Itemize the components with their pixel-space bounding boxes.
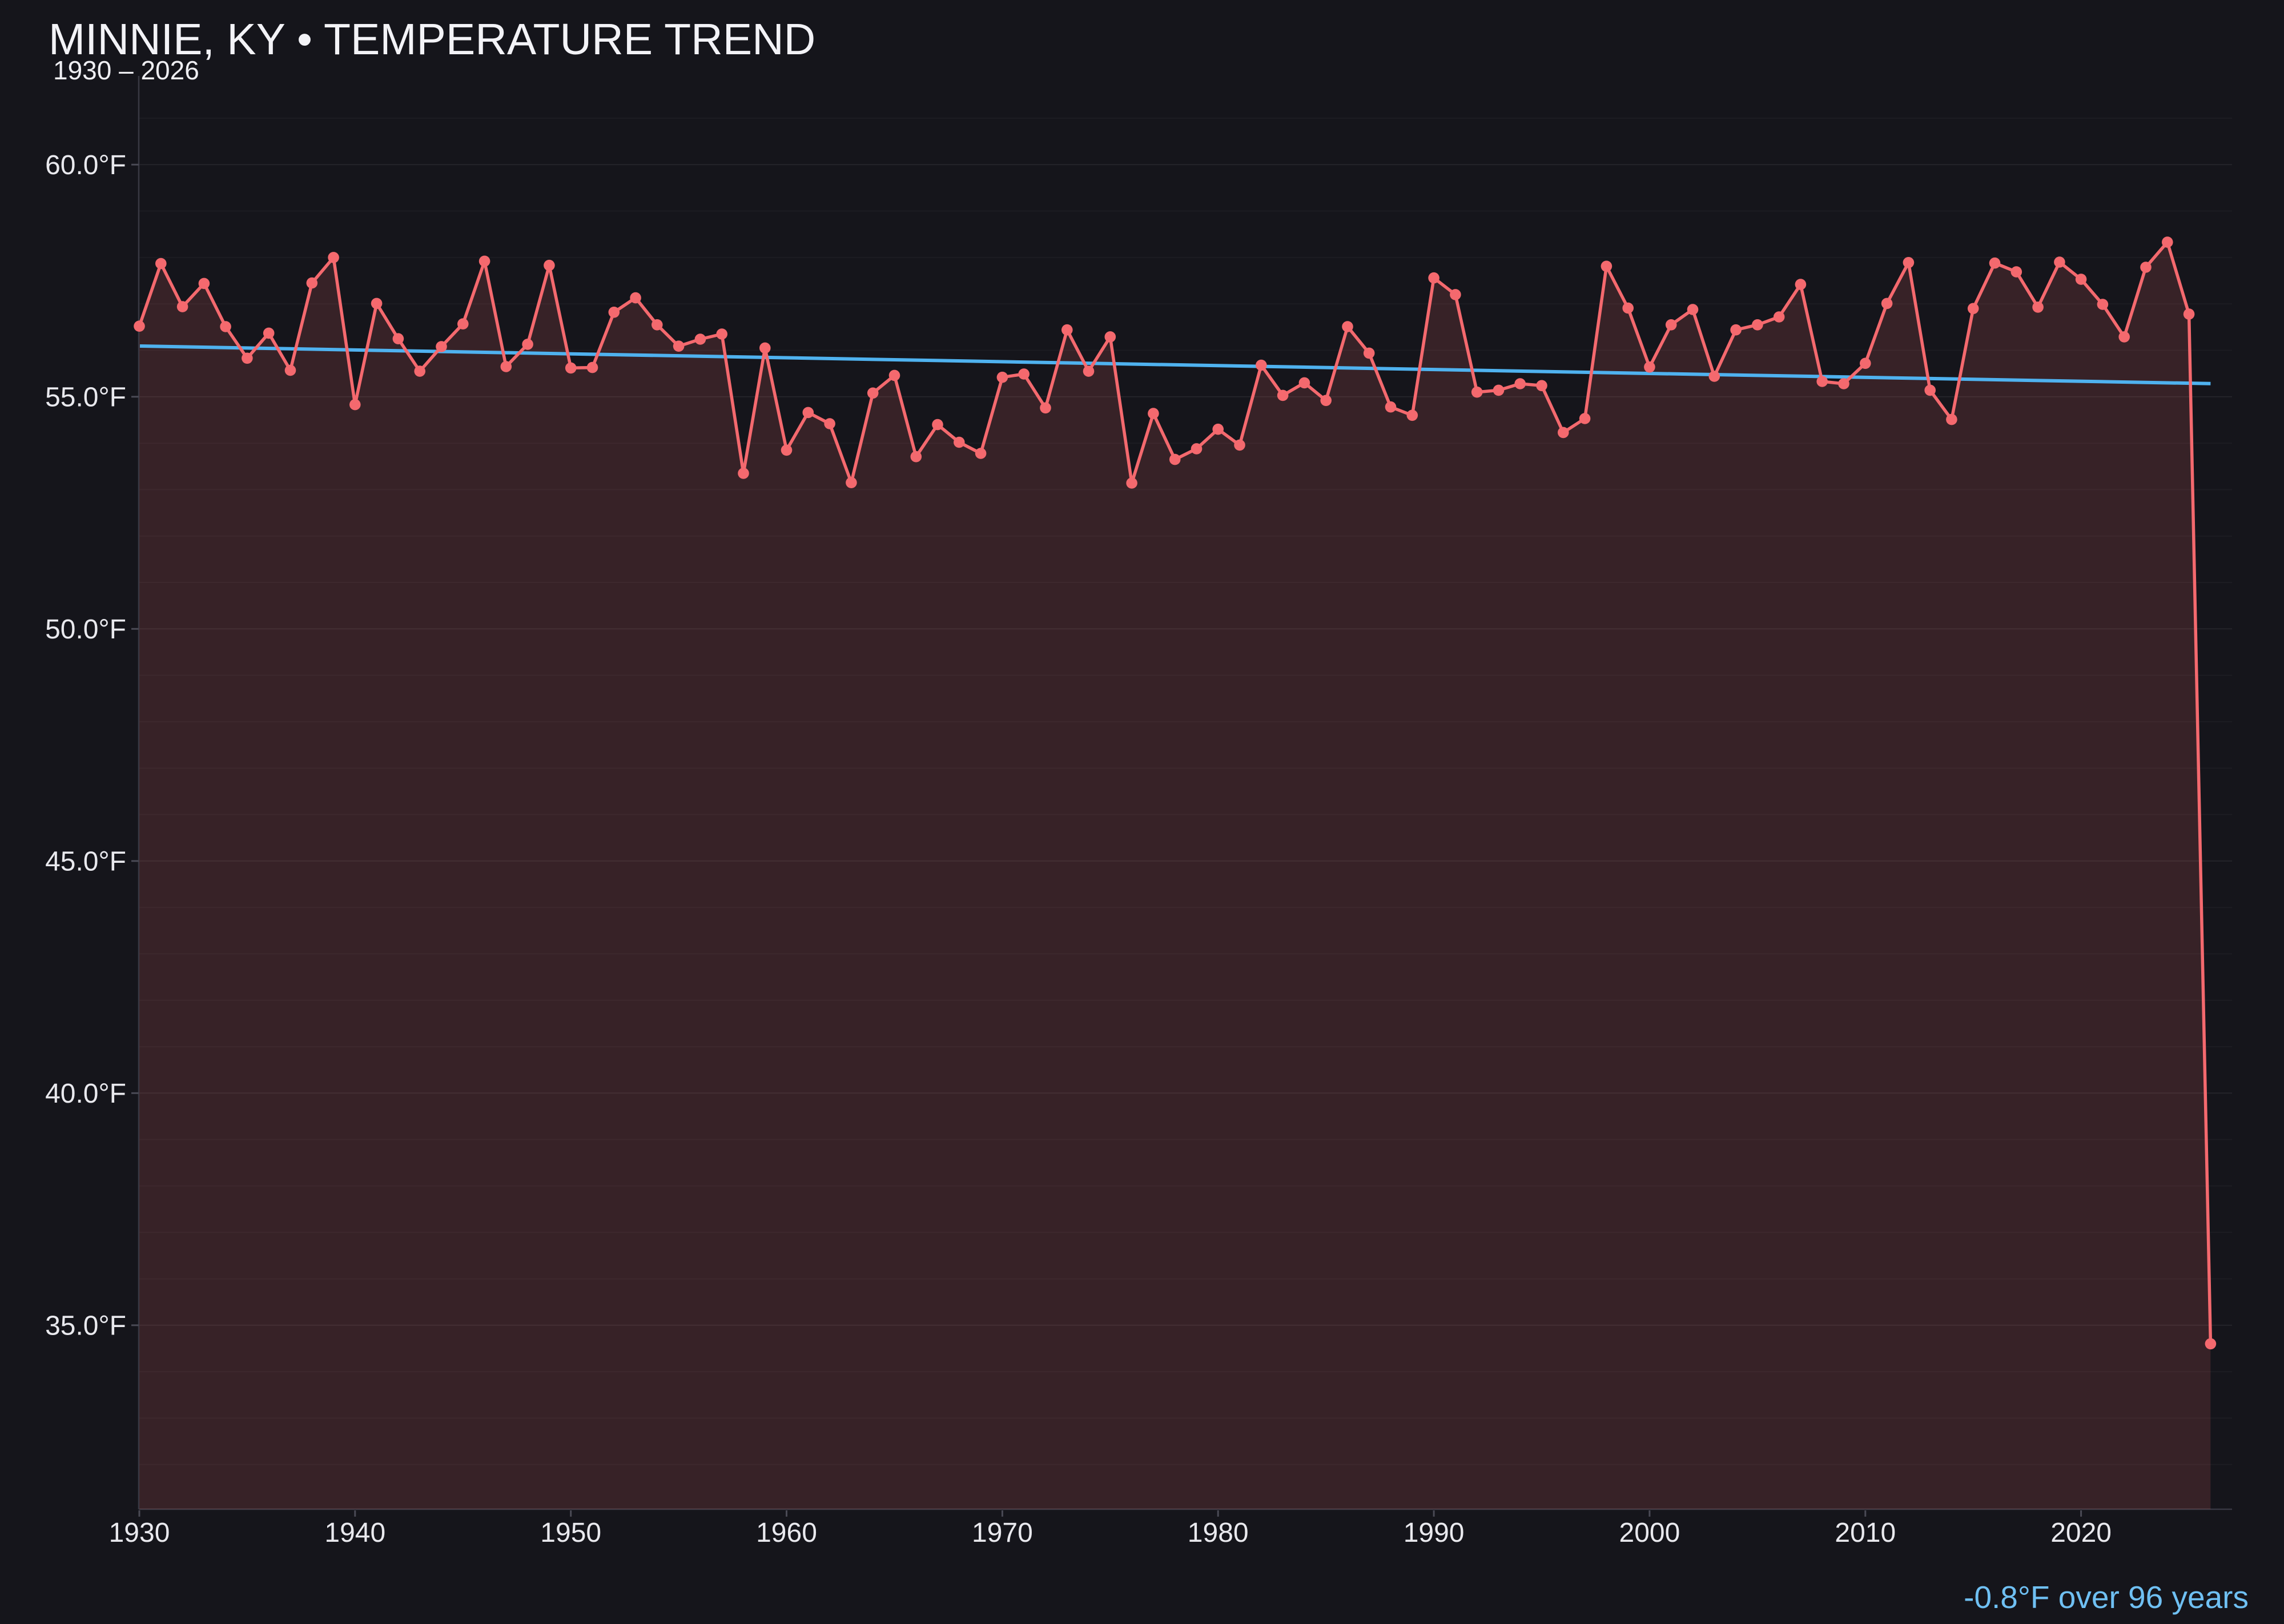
- svg-text:2020: 2020: [2050, 1518, 2112, 1548]
- svg-text:50.0°F: 50.0°F: [45, 614, 126, 645]
- svg-text:1930: 1930: [109, 1518, 170, 1548]
- svg-text:MINNIE, KY • TEMPERATURE TREND: MINNIE, KY • TEMPERATURE TREND: [49, 15, 815, 64]
- svg-text:-0.8°F over 96 years: -0.8°F over 96 years: [1964, 1579, 2249, 1615]
- svg-text:40.0°F: 40.0°F: [45, 1079, 126, 1109]
- svg-text:60.0°F: 60.0°F: [45, 150, 126, 180]
- svg-text:1970: 1970: [972, 1518, 1033, 1548]
- svg-text:1940: 1940: [324, 1518, 385, 1548]
- svg-text:55.0°F: 55.0°F: [45, 382, 126, 412]
- svg-text:1980: 1980: [1188, 1518, 1249, 1548]
- svg-text:1930 – 2026: 1930 – 2026: [53, 55, 199, 85]
- svg-text:2010: 2010: [1835, 1518, 1896, 1548]
- svg-text:1950: 1950: [540, 1518, 601, 1548]
- svg-text:1990: 1990: [1404, 1518, 1465, 1548]
- svg-text:2000: 2000: [1619, 1518, 1680, 1548]
- svg-text:45.0°F: 45.0°F: [45, 846, 126, 877]
- svg-text:35.0°F: 35.0°F: [45, 1311, 126, 1341]
- svg-text:1960: 1960: [756, 1518, 817, 1548]
